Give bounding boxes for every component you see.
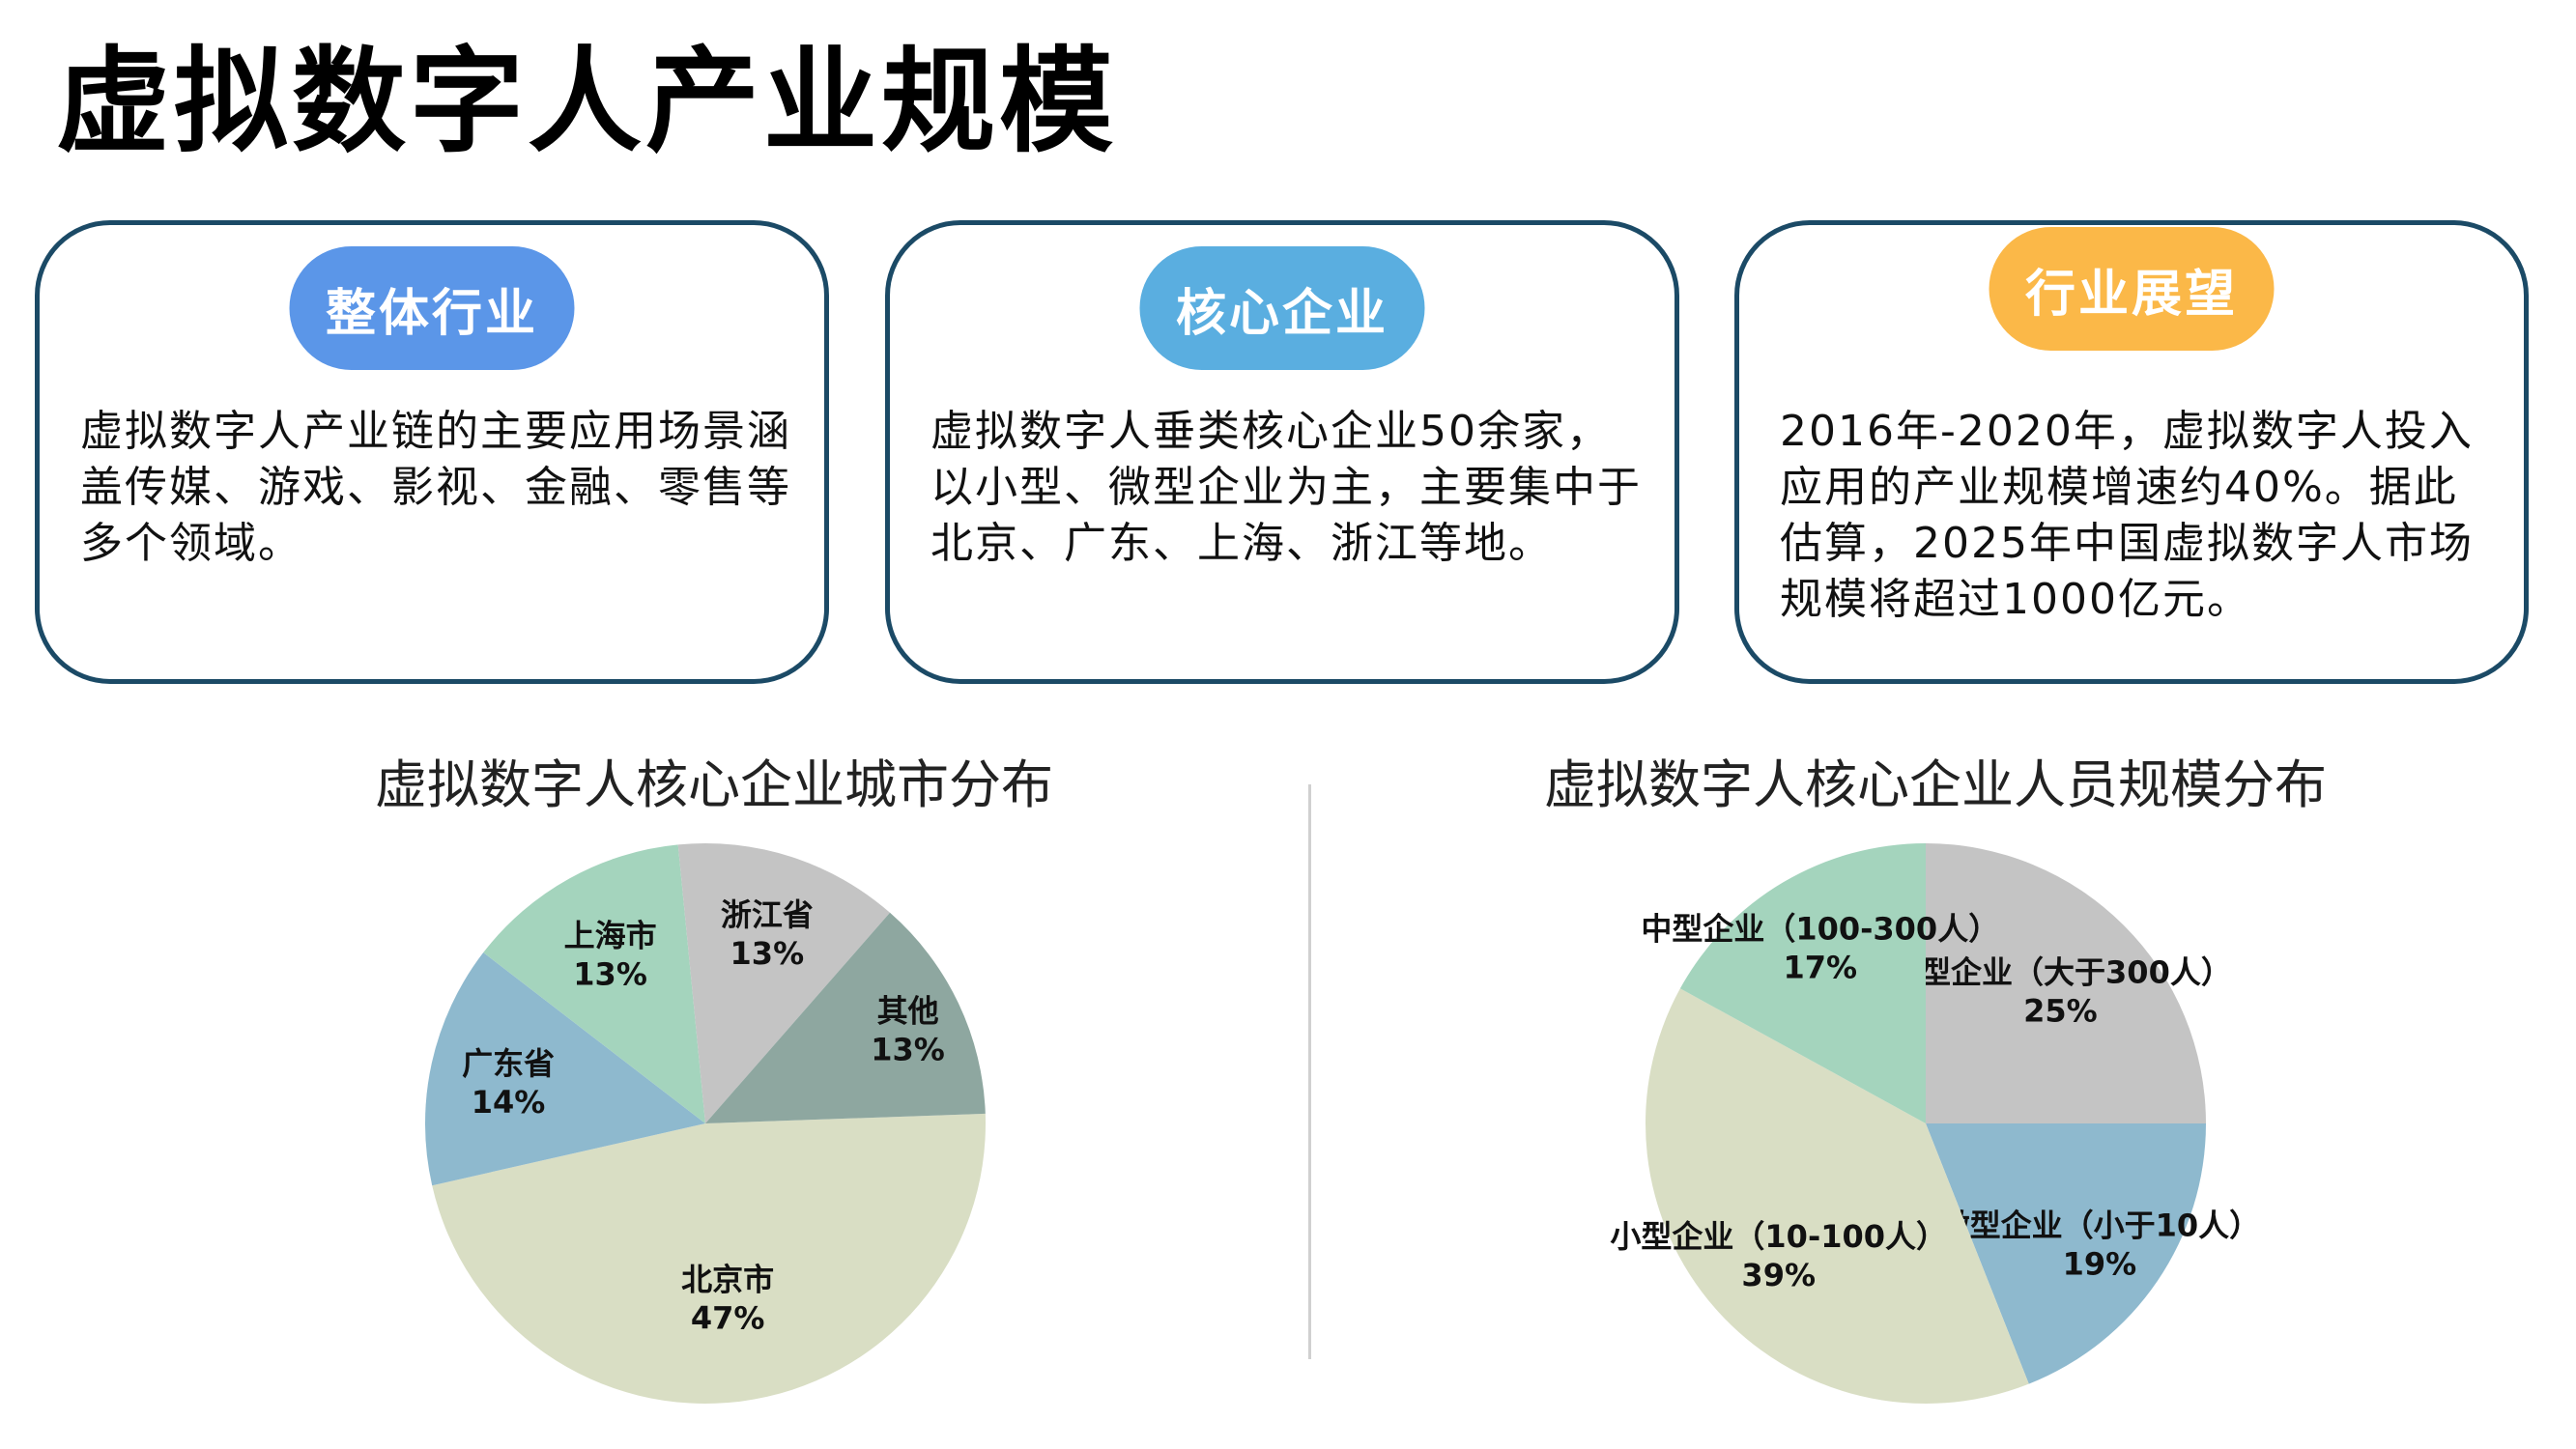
slice-label: 上海市 xyxy=(564,917,657,953)
card-body-overall-industry: 虚拟数字人产业链的主要应用场景涵盖传媒、游戏、影视、金融、零售等多个领域。 xyxy=(80,407,791,568)
slice-value-label: 13% xyxy=(871,1031,945,1067)
slice-label: 广东省 xyxy=(462,1045,555,1082)
slice-label: 小型企业（10-100人） xyxy=(1610,1218,1947,1255)
slice-label: 微型企业（小于10人） xyxy=(1938,1207,2261,1243)
slice-value-label: 17% xyxy=(1783,949,1857,985)
pie-slice xyxy=(1926,1123,2206,1384)
slice-value-label: 19% xyxy=(2063,1245,2137,1282)
slice-label: 大型企业（大于300人） xyxy=(1889,954,2232,991)
tag-core-companies: 核心企业 xyxy=(1139,246,1425,370)
slice-value-label: 13% xyxy=(573,955,647,992)
pie-slice xyxy=(1679,843,1926,1123)
chart-title-staff-size-distribution: 虚拟数字人核心企业人员规模分布 xyxy=(1544,754,2327,815)
pie-slice xyxy=(432,1113,987,1405)
slice-value-label: 13% xyxy=(730,935,805,972)
slice-label: 浙江省 xyxy=(721,896,814,933)
pie-slice xyxy=(705,912,986,1123)
tag-industry-outlook: 行业展望 xyxy=(1989,227,2275,351)
divider xyxy=(1308,784,1311,1359)
pie-slice xyxy=(425,952,705,1186)
card-body-core-companies: 虚拟数字人垂类核心企业50余家，以小型、微型企业为主，主要集中于北京、广东、上海… xyxy=(930,407,1642,568)
slice-value-label: 25% xyxy=(2023,993,2098,1030)
pie-chart-2: 大型企业（大于300人）25% 微型企业（小于10人）19% 小型企业（10-100… xyxy=(1610,843,2260,1404)
card-industry-outlook: 行业展望 2016年-2020年，虚拟数字人投入应用的产业规模增速约40%。据此… xyxy=(1734,220,2529,684)
pie-slice xyxy=(677,843,891,1123)
chart-title-city-distribution: 虚拟数字人核心企业城市分布 xyxy=(375,754,1053,815)
pie-slice xyxy=(483,844,705,1123)
card-overall-industry: 整体行业 虚拟数字人产业链的主要应用场景涵盖传媒、游戏、影视、金融、零售等多个领… xyxy=(35,220,829,684)
pie-slice xyxy=(1926,843,2206,1123)
tag-overall-industry: 整体行业 xyxy=(289,246,575,370)
slice-value-label: 39% xyxy=(1741,1257,1816,1293)
slice-value-label: 47% xyxy=(691,1299,765,1336)
pie-slice xyxy=(1646,988,2029,1404)
card-core-companies: 核心企业 虚拟数字人垂类核心企业50余家，以小型、微型企业为主，主要集中于北京、… xyxy=(885,220,1679,684)
card-body-industry-outlook: 2016年-2020年，虚拟数字人投入应用的产业规模增速约40%。据此估算，20… xyxy=(1780,407,2474,624)
slice-label: 中型企业（100-300人） xyxy=(1641,910,1999,947)
slice-label: 北京市 xyxy=(681,1261,774,1297)
slice-value-label: 14% xyxy=(472,1084,546,1121)
page-title: 虚拟数字人产业规模 xyxy=(56,35,1118,168)
slice-label: 其他 xyxy=(877,992,939,1029)
